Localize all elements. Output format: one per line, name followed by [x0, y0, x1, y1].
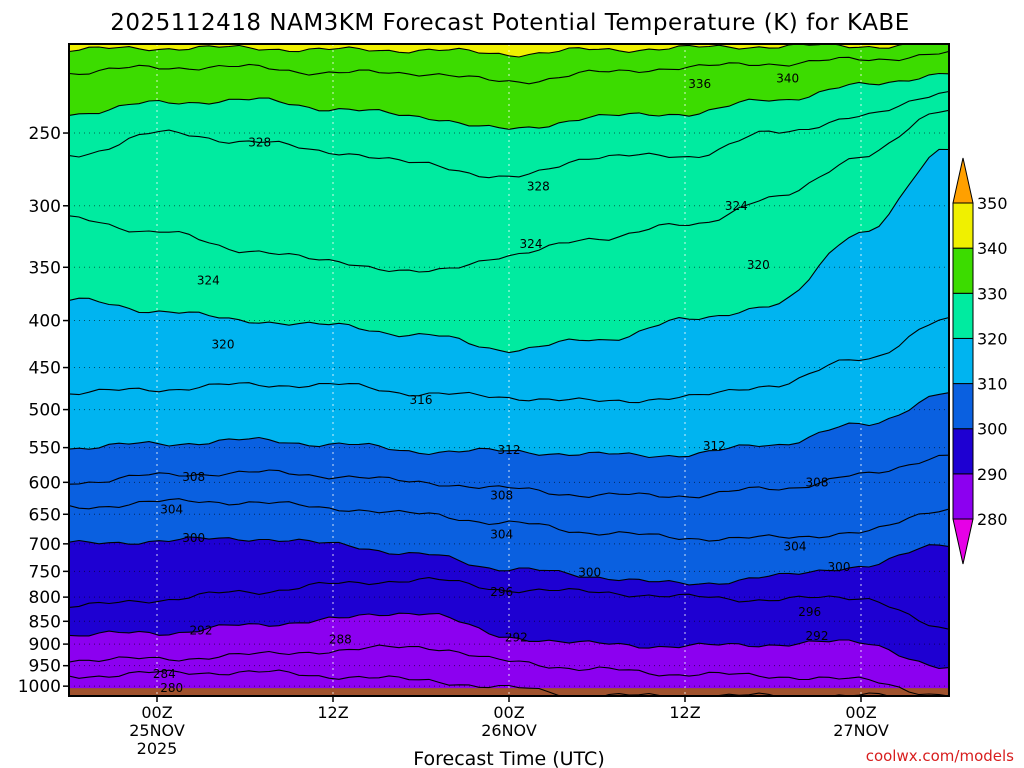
contour-label-304: 304	[784, 540, 807, 554]
isentrope-296	[69, 577, 949, 630]
y-tick-label-800: 800	[29, 588, 61, 608]
contour-label-300: 300	[828, 560, 851, 574]
y-tick-label-900: 900	[29, 635, 61, 655]
contour-label-296: 296	[490, 585, 513, 599]
isentrope-312	[69, 392, 949, 459]
x-tick-label-42-1: 12Z	[669, 703, 700, 722]
colorbar-segment-330	[952, 247, 974, 294]
colorbar-segment-300	[952, 383, 974, 430]
isentrope-332	[69, 72, 949, 130]
colorbar-segment-310	[952, 337, 974, 385]
y-tick-label-250: 250	[29, 124, 61, 144]
y-tick-label-550: 550	[29, 439, 61, 459]
contour-label-308: 308	[182, 470, 205, 484]
contour-label-296: 296	[798, 605, 821, 619]
y-tick-label-400: 400	[29, 312, 61, 332]
contour-label-304: 304	[490, 528, 513, 542]
contour-label-312: 312	[703, 439, 726, 453]
x-axis-label: Forecast Time (UTC)	[413, 748, 604, 768]
y-tick-label-350: 350	[29, 258, 61, 278]
chart-title: 2025112418 NAM3KM Forecast Potential Tem…	[110, 10, 910, 36]
colorbar-segment-290	[952, 428, 974, 475]
isentrope-316	[69, 316, 949, 404]
colorbar-label-290: 290	[977, 465, 1008, 484]
y-tick-label-300: 300	[29, 197, 61, 217]
y-tick-label-450: 450	[29, 359, 61, 379]
contour-label-300: 300	[182, 531, 205, 545]
colorbar: 280 290 300 310 320 330 340 350	[952, 157, 1008, 565]
colorbar-segment-340	[952, 202, 974, 249]
isentrope-324	[69, 109, 949, 273]
y-tick-label-650: 650	[29, 505, 61, 525]
contour-label-292: 292	[806, 629, 829, 643]
contour-label-316: 316	[410, 393, 433, 407]
y-tick-label-850: 850	[29, 612, 61, 632]
colorbar-label-300: 300	[977, 420, 1008, 439]
contour-label-300: 300	[578, 565, 601, 579]
isentrope-304	[69, 498, 949, 542]
band-above-340	[69, 44, 921, 57]
contour-label-292: 292	[505, 630, 528, 644]
y-tick-label-500: 500	[29, 401, 61, 421]
x-tick-label-54-2: 27NOV	[833, 721, 889, 740]
credit-text: coolwx.com/models	[866, 747, 1014, 765]
contour-label-312: 312	[498, 443, 521, 457]
y-tick-label-700: 700	[29, 535, 61, 555]
isentrope-284	[69, 669, 949, 696]
contour-label-324: 324	[725, 199, 748, 213]
isentrope-292	[69, 612, 949, 670]
contour-label-284: 284	[153, 667, 176, 681]
contour-label-292: 292	[190, 624, 213, 638]
contour-label-304: 304	[160, 502, 183, 516]
contour-label-288: 288	[329, 633, 352, 647]
colorbar-label-340: 340	[977, 239, 1008, 258]
colorbar-label-280: 280	[977, 510, 1008, 529]
x-tick-label-54-1: 00Z	[845, 703, 876, 722]
contour-label-336: 336	[688, 77, 711, 91]
x-tick-label-6-2: 25NOV	[129, 721, 185, 740]
isentrope-288	[69, 644, 949, 696]
theta-fill-bands	[69, 44, 949, 696]
contour-label-280: 280	[160, 681, 183, 695]
contour-label-328: 328	[527, 180, 550, 194]
x-tick-label-30-2: 26NOV	[481, 721, 537, 740]
contour-label-328: 328	[248, 135, 271, 149]
contour-label-320: 320	[212, 338, 235, 352]
pressure-axis: 250 300 350 400 450 500 550 600 650 700 750 800 850 9…	[18, 124, 69, 697]
colorbar-under-triangle	[952, 518, 974, 565]
isentrope-336	[69, 50, 949, 85]
isentrope-320	[69, 148, 949, 354]
colorbar-label-330: 330	[977, 284, 1008, 303]
x-tick-label-6-3: 2025	[137, 739, 178, 758]
x-tick-label-30-1: 00Z	[493, 703, 524, 722]
contour-label-308: 308	[806, 475, 829, 489]
contour-label-324: 324	[197, 274, 220, 288]
colorbar-segment-320	[952, 292, 974, 339]
isentrope-300	[69, 536, 949, 586]
isentrope-308	[69, 454, 949, 499]
contour-label-320: 320	[747, 258, 770, 272]
colorbar-label-350: 350	[977, 194, 1008, 213]
y-tick-label-750: 750	[29, 562, 61, 582]
x-tick-label-6-1: 00Z	[141, 703, 172, 722]
colorbar-label-320: 320	[977, 329, 1008, 348]
gridlines	[69, 44, 949, 696]
contour-label-308: 308	[490, 488, 513, 502]
colorbar-label-310: 310	[977, 375, 1008, 394]
colorbar-over-triangle	[952, 157, 974, 204]
y-tick-label-1000: 1000	[18, 677, 61, 697]
isentrope-contours	[69, 44, 949, 696]
isentrope-328	[69, 90, 949, 179]
contour-label-324: 324	[520, 237, 543, 251]
y-tick-label-950: 950	[29, 657, 61, 677]
colorbar-segment-280	[952, 473, 974, 520]
y-tick-label-600: 600	[29, 473, 61, 493]
x-tick-label-18-1: 12Z	[317, 703, 348, 722]
contour-label-340: 340	[776, 71, 799, 85]
